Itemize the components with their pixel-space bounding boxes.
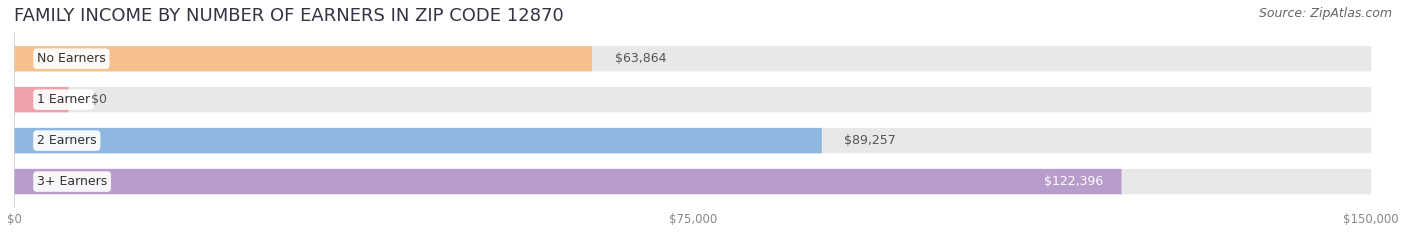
FancyBboxPatch shape	[14, 87, 1371, 112]
FancyBboxPatch shape	[14, 128, 821, 153]
Text: $0: $0	[91, 93, 107, 106]
FancyBboxPatch shape	[14, 46, 1371, 71]
Text: Source: ZipAtlas.com: Source: ZipAtlas.com	[1258, 7, 1392, 20]
FancyBboxPatch shape	[14, 169, 1371, 194]
Text: 3+ Earners: 3+ Earners	[37, 175, 107, 188]
Text: 1 Earner: 1 Earner	[37, 93, 90, 106]
FancyBboxPatch shape	[14, 128, 1371, 153]
Text: $89,257: $89,257	[845, 134, 896, 147]
FancyBboxPatch shape	[14, 87, 69, 112]
Text: $122,396: $122,396	[1045, 175, 1104, 188]
Text: 2 Earners: 2 Earners	[37, 134, 97, 147]
Text: No Earners: No Earners	[37, 52, 105, 65]
FancyBboxPatch shape	[14, 46, 592, 71]
FancyBboxPatch shape	[14, 169, 1122, 194]
Text: FAMILY INCOME BY NUMBER OF EARNERS IN ZIP CODE 12870: FAMILY INCOME BY NUMBER OF EARNERS IN ZI…	[14, 7, 564, 25]
Text: $63,864: $63,864	[614, 52, 666, 65]
